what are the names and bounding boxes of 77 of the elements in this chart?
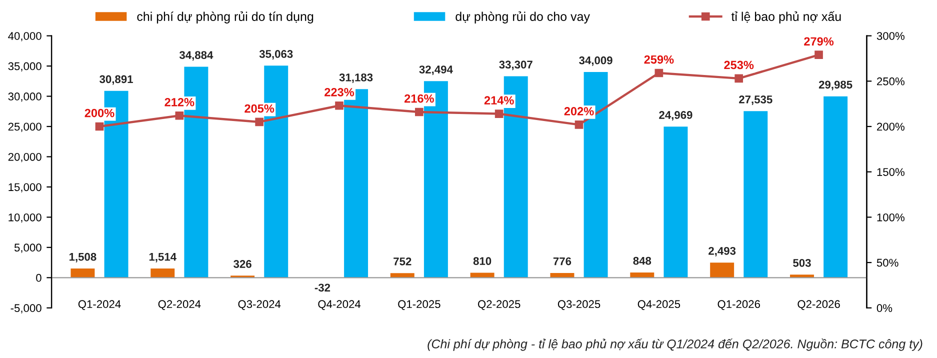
data-label: 848 (633, 256, 652, 265)
data-label: -32 (314, 284, 330, 292)
bar (744, 111, 768, 278)
x-tick-label: Q1-2025 (398, 300, 440, 310)
y2-tick-label: 300% (876, 32, 904, 40)
x-tick-label: Q1-2024 (78, 300, 121, 310)
point (415, 108, 424, 116)
data-label: 2,493 (708, 246, 736, 256)
x-tick-label: Q3-2025 (558, 300, 600, 310)
data-label: 223% (324, 88, 354, 96)
y-tick-label: 10,000 (8, 213, 42, 223)
x-tick-label: Q2-2025 (478, 300, 520, 310)
y-tick-label: 40,000 (8, 32, 42, 42)
data-label: 34,884 (179, 51, 214, 61)
point (335, 101, 344, 110)
data-label: 32,494 (419, 66, 453, 76)
y-tick-label: 15,000 (8, 183, 42, 192)
bar (70, 268, 95, 278)
data-label: 212% (164, 98, 194, 106)
data-label: 279% (804, 37, 834, 46)
point (814, 50, 823, 60)
bar (710, 262, 734, 278)
y-tick-label: 30,000 (8, 92, 42, 102)
y2-tick-label: 150% (877, 168, 904, 176)
point (654, 68, 664, 78)
point (175, 111, 184, 120)
data-label: 1,514 (149, 252, 176, 262)
bar (150, 268, 175, 278)
y-tick-label: 5,000 (14, 244, 42, 253)
y-tick-label: 0 (36, 274, 42, 282)
y-tick-label: 20,000 (8, 152, 42, 162)
data-label: 31,183 (339, 73, 373, 83)
data-label: 253% (724, 60, 754, 70)
text: (Chi phí dự phòng - tỉ lệ bao phủ nợ xấu từ Q1/2024 đến Q2/2026. Nguồn: BCTC công ty) (428, 338, 922, 351)
x-tick-label: Q2-2024 (158, 300, 201, 310)
data-label: 33,307 (499, 60, 532, 70)
x-tick-label: Q4-2024 (318, 300, 361, 310)
data-label: 810 (473, 257, 492, 265)
point (255, 118, 264, 126)
data-label: 776 (553, 257, 572, 266)
x-tick-label: Q4-2025 (638, 300, 680, 310)
data-label: 326 (234, 260, 252, 268)
data-label: 216% (404, 94, 434, 103)
data-label: 27,535 (739, 96, 772, 106)
y-tick-label: 25,000 (8, 122, 42, 132)
data-label: 30,891 (100, 75, 133, 85)
data-label: 34,009 (579, 56, 612, 66)
data-label: 259% (644, 55, 674, 64)
data-label: 752 (394, 257, 412, 266)
legend-label: dự phòng rủi do cho vay (456, 11, 590, 24)
data-label: 503 (793, 258, 811, 267)
point (574, 120, 584, 129)
x-tick-label: Q1-2026 (718, 300, 760, 310)
legend-label: tỉ lệ bao phủ nợ xấu (731, 11, 841, 24)
y2-tick-label: 250% (877, 77, 904, 86)
point (95, 122, 104, 131)
bar (824, 96, 848, 278)
x-tick-label: Q3-2024 (238, 300, 281, 310)
data-label: 214% (484, 96, 514, 104)
data-label: 29,985 (818, 80, 852, 90)
data-label: 202% (564, 107, 594, 116)
data-label: 24,969 (659, 111, 692, 121)
data-label: 200% (84, 108, 114, 118)
y2-tick-label: 50% (876, 258, 898, 267)
point (494, 110, 504, 118)
data-label: 205% (244, 104, 274, 113)
legend-label: chi phí dự phòng rủi do tín dụng (137, 11, 314, 24)
point (734, 74, 744, 83)
y-tick-label: -5,000 (10, 304, 42, 314)
x-tick-label: Q2-2026 (798, 300, 840, 310)
data-label: 1,508 (70, 252, 96, 262)
y2-tick-label: 0% (876, 304, 892, 312)
bar (664, 126, 688, 278)
y-tick-label: 35,000 (8, 62, 42, 72)
y2-tick-label: 100% (877, 213, 904, 222)
data-label: 35,063 (259, 50, 293, 60)
y2-tick-label: 200% (877, 122, 904, 131)
